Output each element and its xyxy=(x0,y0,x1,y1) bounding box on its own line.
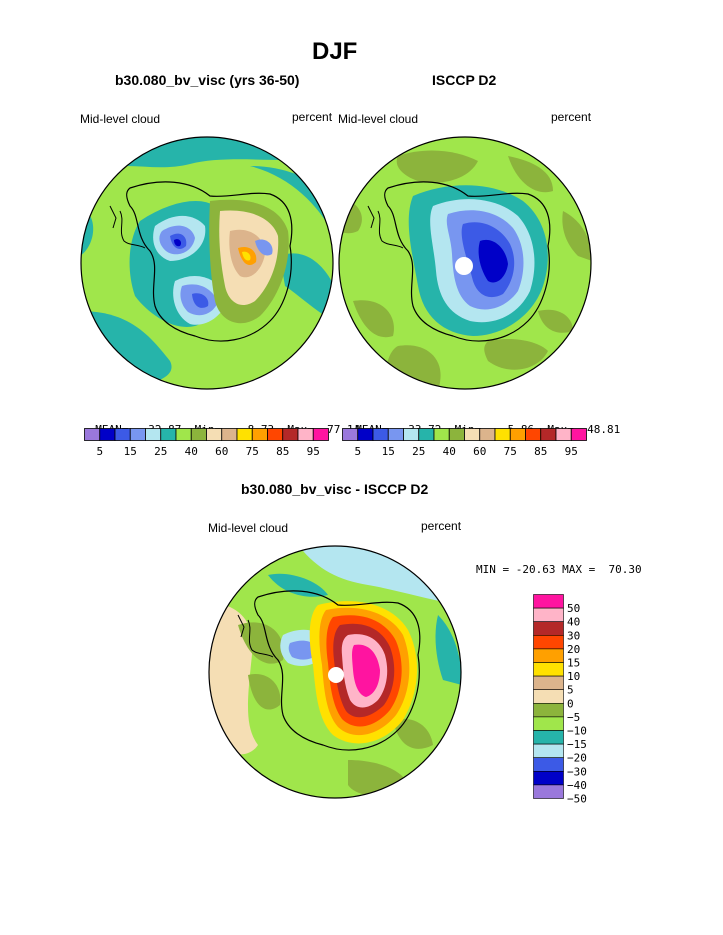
colorbar-model-swatch xyxy=(114,428,131,441)
colorbar-model-tick-label: 40 xyxy=(185,445,198,458)
colorbar-model-swatch xyxy=(190,428,207,441)
colorbar-difference-tick-label: −10 xyxy=(567,725,587,738)
colorbar-observed-swatch xyxy=(555,428,572,441)
colorbar-difference-tick-label: −5 xyxy=(567,711,580,724)
colorbar-difference-tick-label: 15 xyxy=(567,657,580,670)
panel2-units-label: percent xyxy=(551,110,592,124)
colorbar-difference-tick-label: −15 xyxy=(567,738,587,751)
panel3-units-label: percent xyxy=(421,519,462,533)
map-difference xyxy=(208,545,462,799)
colorbar-difference-tick-label: −20 xyxy=(567,752,587,765)
colorbar-model-swatch xyxy=(282,428,299,441)
colorbar-observed-swatch xyxy=(387,428,404,441)
colorbar-observed-tick-label: 95 xyxy=(565,445,578,458)
colorbar-model-swatch xyxy=(175,428,192,441)
colorbar-model-tick-label: 15 xyxy=(124,445,137,458)
colorbar-observed: 5 15 25 40 60 75 85 95 xyxy=(342,428,587,458)
colorbar-observed-tick-label: 5 xyxy=(354,445,361,458)
colorbar-model-tick-label: 25 xyxy=(154,445,167,458)
colorbar-observed-swatch xyxy=(509,428,526,441)
colorbar-difference-tick-label: −40 xyxy=(567,779,587,792)
panel3-left-label: Mid-level cloud xyxy=(208,521,289,535)
colorbar-difference-tick-label: 20 xyxy=(567,643,580,656)
colorbar-difference-swatch xyxy=(533,743,564,759)
colorbar-model-swatch xyxy=(236,428,253,441)
colorbar-model-swatch xyxy=(221,428,238,441)
colorbar-observed-tick-label: 15 xyxy=(382,445,395,458)
colorbar-difference-swatch xyxy=(533,689,564,704)
colorbar-difference-swatch xyxy=(533,634,564,650)
map-model xyxy=(80,136,334,390)
colorbar-model-swatch xyxy=(129,428,146,441)
colorbar-model-tick-label: 95 xyxy=(307,445,320,458)
colorbar-difference-swatch xyxy=(533,594,564,609)
colorbar-observed-tick-label: 85 xyxy=(534,445,547,458)
colorbar-observed-swatch xyxy=(433,428,450,441)
colorbar-observed-swatch xyxy=(479,428,496,441)
colorbar-model-swatch xyxy=(267,428,284,441)
colorbar-difference-swatch xyxy=(533,662,564,677)
map-observed xyxy=(338,136,592,390)
colorbar-difference-tick-label: −30 xyxy=(567,765,587,778)
colorbar-model-swatch xyxy=(206,428,223,441)
colorbar-observed-swatch xyxy=(418,428,435,441)
colorbar-model-swatch xyxy=(251,428,268,441)
colorbar-observed-swatch xyxy=(448,428,465,441)
colorbar-observed-swatch xyxy=(525,428,542,441)
colorbar-observed-swatch xyxy=(342,428,359,441)
colorbar-difference-swatch xyxy=(533,607,564,623)
colorbar-difference-tick-label: 0 xyxy=(567,697,574,710)
panel2-subtitle: ISCCP D2 xyxy=(432,72,497,88)
panel1-subtitle: b30.080_bv_visc (yrs 36-50) xyxy=(115,72,300,88)
colorbar-observed-tick-label: 75 xyxy=(504,445,517,458)
colorbar-difference-tick-label: 40 xyxy=(567,616,580,629)
colorbar-difference-swatch xyxy=(533,621,564,636)
colorbar-model-swatch xyxy=(145,428,162,441)
colorbar-observed-tick-label: 60 xyxy=(473,445,486,458)
colorbar-observed-swatch xyxy=(464,428,481,441)
colorbar-difference-swatch xyxy=(533,648,564,663)
colorbar-model-swatch xyxy=(84,428,101,441)
colorbar-model-tick-label: 5 xyxy=(96,445,103,458)
colorbar-observed-swatch xyxy=(403,428,420,441)
colorbar-model-swatch xyxy=(160,428,177,441)
panel1-units-label: percent xyxy=(292,110,333,124)
colorbar-difference-tick-label: 30 xyxy=(567,629,580,642)
colorbar-model-tick-label: 85 xyxy=(276,445,289,458)
panel2-max-value: 48.81 xyxy=(587,423,621,436)
colorbar-model-swatch xyxy=(312,428,329,441)
colorbar-difference-tick-label: −50 xyxy=(567,793,587,806)
colorbar-difference-swatch xyxy=(533,730,564,745)
colorbar-difference-tick-label: 5 xyxy=(567,684,574,697)
colorbar-observed-tick-label: 25 xyxy=(412,445,425,458)
colorbar-difference-swatch xyxy=(533,757,564,772)
colorbar-difference-swatch xyxy=(533,716,564,731)
colorbar-model-swatch xyxy=(99,428,116,441)
colorbar-observed-swatch xyxy=(570,428,587,441)
colorbar-difference-swatch xyxy=(533,703,564,718)
colorbar-difference-swatch xyxy=(533,675,564,690)
panel2-left-label: Mid-level cloud xyxy=(338,112,419,126)
figure-title: DJF xyxy=(312,38,358,65)
colorbar-difference-swatch xyxy=(533,784,564,799)
colorbar-model-tick-label: 75 xyxy=(246,445,259,458)
colorbar-observed-tick-label: 40 xyxy=(443,445,456,458)
colorbar-difference-swatch xyxy=(533,771,564,786)
panel1-left-label: Mid-level cloud xyxy=(80,112,161,126)
colorbar-model-tick-label: 60 xyxy=(215,445,228,458)
panel3-stats: MIN = -20.63 MAX = 70.30 xyxy=(476,563,642,576)
panel3-subtitle: b30.080_bv_visc - ISCCP D2 xyxy=(241,481,429,497)
colorbar-model-swatch xyxy=(297,428,314,441)
colorbar-difference-tick-label: 50 xyxy=(567,602,580,615)
colorbar-observed-swatch xyxy=(372,428,389,441)
colorbar-observed-swatch xyxy=(540,428,557,441)
colorbar-difference-tick-label: 10 xyxy=(567,670,580,683)
colorbar-observed-swatch xyxy=(494,428,511,441)
colorbar-model: 5 15 25 40 60 75 85 95 xyxy=(84,428,329,458)
colorbar-observed-swatch xyxy=(357,428,374,441)
